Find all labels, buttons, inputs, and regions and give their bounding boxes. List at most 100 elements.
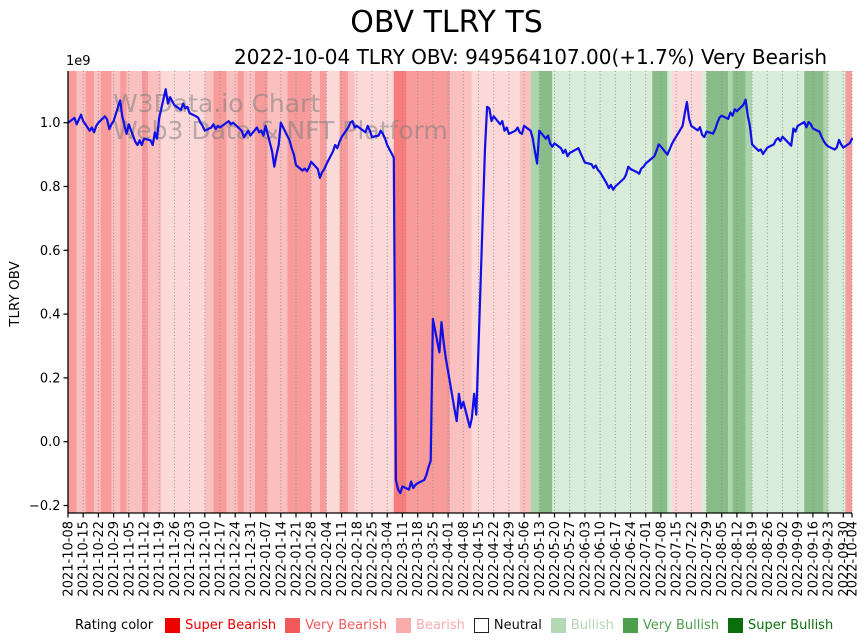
rating-band-b <box>226 71 238 513</box>
rating-band-vb <box>141 71 149 513</box>
rating-band-b <box>267 71 288 513</box>
legend-item-label: Very Bearish <box>305 617 388 633</box>
x-tick-label: 2022-02-11 <box>335 521 350 597</box>
rating-band-b <box>76 71 86 513</box>
rating-band-b <box>348 71 355 513</box>
obv-series-line <box>66 88 854 495</box>
x-tick-label: 2022-04-01 <box>442 521 457 597</box>
legend-item-super-bearish: Super Bearish <box>165 617 276 633</box>
x-tick-label: 2022-01-21 <box>290 521 305 597</box>
rating-band-bull2 <box>530 71 540 513</box>
rating-band-vb <box>287 71 312 513</box>
x-tick-label: 2022-07-29 <box>700 521 715 597</box>
x-tick-label: 2022-04-29 <box>502 521 517 597</box>
x-tick-label: 2021-12-31 <box>244 521 259 597</box>
y-tick-label: 0.8 <box>40 180 61 195</box>
rating-band-b <box>450 71 472 513</box>
legend-item-label: Bearish <box>416 617 465 633</box>
rating-band-vb <box>406 71 451 513</box>
rating-band-vb <box>120 71 127 513</box>
x-tick-label: 2022-09-09 <box>791 521 806 597</box>
rating-band-vb <box>845 71 852 513</box>
x-tick-label: 2022-06-17 <box>609 521 624 597</box>
rating-band-b <box>311 71 320 513</box>
x-tick-label: 2022-06-24 <box>624 521 639 597</box>
rating-band-bl <box>671 71 703 513</box>
legend-item-label: Super Bullish <box>747 617 834 633</box>
legend-swatch-icon <box>473 617 489 633</box>
legend-item-bullish: Bullish <box>550 617 614 633</box>
y-tick-label: −0.2 <box>29 499 61 514</box>
x-tick-label: 2021-11-26 <box>168 521 183 597</box>
legend-swatch-icon <box>550 617 566 633</box>
x-tick-label: 2022-04-15 <box>472 521 487 597</box>
x-tick-label: 2022-09-16 <box>806 521 821 597</box>
x-tick-label: 2022-02-04 <box>320 521 335 597</box>
rating-band-bull3 <box>706 71 729 513</box>
x-tick-label: 2022-05-20 <box>548 521 563 597</box>
rating-band-bl <box>471 71 520 513</box>
x-tick-label: 2022-03-04 <box>381 521 396 597</box>
x-tick-label: 2022-01-14 <box>274 521 289 597</box>
x-tick-label: 2022-07-22 <box>685 521 700 597</box>
x-tick-label: 2021-11-12 <box>138 521 153 597</box>
watermark-line1: W3Data.io Chart <box>113 89 320 118</box>
rating-band-sb <box>393 71 407 513</box>
rating-band-bl <box>326 71 340 513</box>
y-tick-label: 0.0 <box>40 435 61 450</box>
rating-band-vb <box>85 71 95 513</box>
legend-swatch-icon <box>165 617 181 633</box>
x-tick-label: 2022-09-02 <box>776 521 791 597</box>
legend-item-super-bullish: Super Bullish <box>727 617 834 633</box>
legend-swatch-icon <box>727 617 743 633</box>
x-tick-label: 2022-04-22 <box>487 521 502 597</box>
rating-band-vb <box>339 71 349 513</box>
legend-swatch-icon <box>396 617 412 633</box>
rating-band-b <box>111 71 121 513</box>
x-tick-label: 2022-08-05 <box>715 521 730 597</box>
rating-band-b <box>148 71 162 513</box>
rating-band-bull1 <box>702 71 707 513</box>
y-tick-label: 0.4 <box>40 308 61 323</box>
legend-swatch-icon <box>622 617 638 633</box>
rating-band-b <box>126 71 142 513</box>
rating-band-bull3 <box>732 71 746 513</box>
rating-band-vb <box>254 71 268 513</box>
x-tick-label: 2021-12-03 <box>183 521 198 597</box>
y-axis-offset-label: 1e9 <box>66 54 91 69</box>
rating-band-vb <box>213 71 227 513</box>
rating-band-vb <box>237 71 244 513</box>
legend-item-label: Bullish <box>570 617 614 633</box>
legend-title: Rating color <box>75 617 154 633</box>
x-tick-label: 2022-01-07 <box>259 521 274 597</box>
x-tick-label: 2021-12-10 <box>198 521 213 597</box>
rating-band-bull1 <box>752 71 805 513</box>
chart-subtitle: 2022-10-04 TLRY OBV: 949564107.00(+1.7%)… <box>234 45 827 69</box>
rating-band-b <box>519 71 531 513</box>
rating-band-bull3 <box>539 71 553 513</box>
y-tick-label: 0.6 <box>40 244 61 259</box>
x-tick-label: 2021-10-15 <box>77 521 92 597</box>
x-tick-label: 2021-11-19 <box>153 521 168 597</box>
rating-band-b <box>204 71 214 513</box>
x-tick-label: 2022-07-15 <box>670 521 685 597</box>
x-tick-label: 2021-11-05 <box>122 521 137 597</box>
legend-item-label: Neutral <box>493 617 542 633</box>
rating-legend: Rating color Super Bearish Very Bearish Be… <box>75 612 842 638</box>
x-tick-label: 2022-07-08 <box>654 521 669 597</box>
rating-band-vb <box>319 71 327 513</box>
x-tick-label: 2022-08-19 <box>746 521 761 597</box>
y-tick-label: 1.0 <box>40 116 61 131</box>
x-tick-label: 2022-09-23 <box>822 521 837 597</box>
x-tick-label: 2021-10-22 <box>92 521 107 597</box>
rating-band-bull1 <box>552 71 653 513</box>
legend-item-bearish: Bearish <box>396 617 465 633</box>
x-tick-label: 2021-10-08 <box>62 521 77 597</box>
x-tick-label: 2022-06-10 <box>594 521 609 597</box>
legend-item-neutral: Neutral <box>473 617 542 633</box>
x-tick-label: 2022-08-12 <box>730 521 745 597</box>
x-tick-label: 2022-07-01 <box>639 521 654 597</box>
rating-band-bull2 <box>745 71 753 513</box>
rating-band-vb <box>68 71 77 513</box>
